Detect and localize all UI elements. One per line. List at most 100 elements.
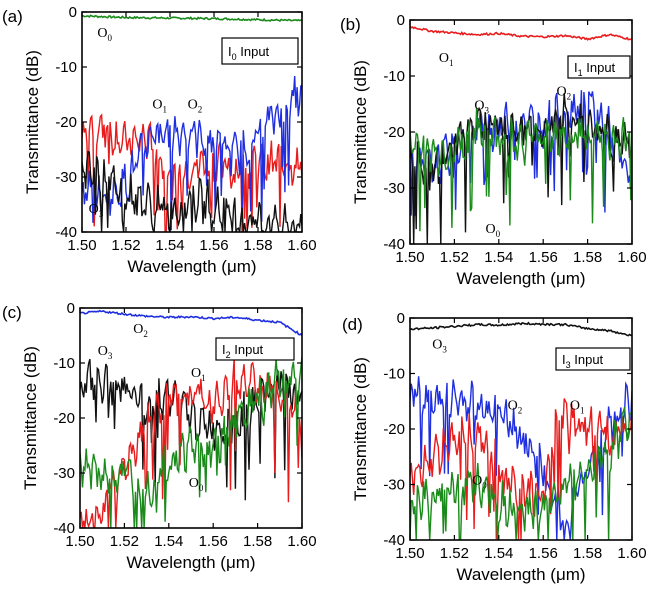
y-tick-label: -20 [383, 124, 405, 141]
input-label: I3 Input [562, 352, 604, 370]
x-tick-label: 1.60 [617, 249, 646, 266]
panel-label: (c) [2, 303, 22, 322]
x-tick-label: 1.58 [243, 237, 272, 254]
x-tick-label: 1.54 [154, 533, 183, 550]
y-tick-label: -40 [55, 224, 77, 241]
series-annotation: O1 [191, 366, 206, 383]
input-label-box [215, 337, 295, 361]
y-tick-label: 0 [67, 300, 75, 317]
series-annotation: O3 [432, 338, 447, 355]
x-axis-label: Wavelength (μm) [127, 257, 256, 276]
input-label-main: I [228, 44, 232, 59]
x-axis-label: Wavelength (μm) [456, 269, 585, 288]
y-tick-label: -30 [53, 465, 75, 482]
input-label-sub: 0 [232, 52, 237, 62]
annotation-sub: 3 [442, 345, 447, 355]
chart-panel-0: 1.50 1.52 1.54 1.56 1.58 1.60 0 -10 -20 -30 -40 Wav… [2, 4, 317, 276]
y-tick-label: -20 [53, 410, 75, 427]
annotation-sub: 0 [482, 481, 487, 491]
series-line-O0 [80, 356, 302, 528]
annotation-main: O [485, 222, 495, 237]
annotation-main: O [557, 85, 567, 100]
annotation-sub: 0 [496, 229, 501, 239]
series-line-O0 [82, 14, 302, 23]
series-annotation: O2 [557, 85, 572, 102]
input-label-sub: 3 [566, 360, 571, 370]
annotation-main: O [89, 202, 99, 217]
annotation-main: O [472, 474, 482, 489]
series-annotation: O2 [133, 322, 148, 339]
x-tick-label: 1.52 [111, 237, 140, 254]
annotation-sub: 1 [163, 104, 168, 114]
series-line-O1 [410, 25, 632, 41]
y-tick-label: -10 [383, 68, 405, 85]
annotation-main: O [152, 97, 162, 112]
annotation-sub: 3 [99, 209, 104, 219]
x-tick-label: 1.58 [243, 533, 272, 550]
y-tick-label: -30 [383, 477, 405, 494]
x-tick-label: 1.60 [617, 545, 646, 562]
y-tick-label: -30 [383, 180, 405, 197]
series-annotation: O1 [152, 97, 167, 114]
x-tick-label: 1.52 [110, 533, 139, 550]
series-line-O1 [82, 113, 302, 232]
series-line-O2 [80, 309, 302, 336]
series-group [82, 14, 302, 232]
x-tick-label: 1.56 [199, 533, 228, 550]
chart-panel-1: 1.50 1.52 1.54 1.56 1.58 1.60 0 -10 -20 -30 -40 Wav… [340, 12, 647, 288]
y-tick-label: -10 [55, 59, 77, 76]
y-tick-label: -20 [383, 421, 405, 438]
annotation-sub: 1 [201, 373, 206, 383]
annotation-main: O [191, 366, 201, 381]
panel-label: (d) [342, 315, 363, 334]
series-annotation: O0 [97, 26, 112, 43]
x-tick-label: 1.50 [67, 237, 96, 254]
chart-panel-2: 1.50 1.52 1.54 1.56 1.58 1.60 0 -10 -20 -30 -40 Wav… [2, 300, 317, 572]
x-axis-label: Wavelength (μm) [126, 553, 255, 572]
x-tick-label: 1.50 [395, 545, 424, 562]
panel-label: (a) [2, 7, 23, 26]
annotation-main: O [133, 322, 143, 337]
y-tick-label: -30 [55, 169, 77, 186]
annotation-main: O [97, 26, 107, 41]
y-tick-label: -20 [55, 114, 77, 131]
input-label-rest: Input [571, 352, 604, 367]
x-tick-label: 1.58 [573, 249, 602, 266]
series-annotation: O3 [98, 344, 113, 361]
panel-label: (b) [340, 15, 361, 34]
annotation-sub: 3 [108, 351, 113, 361]
annotation-sub: 1 [580, 406, 585, 416]
y-axis-label: Transmittance (dB) [21, 346, 40, 490]
annotation-main: O [570, 399, 580, 414]
x-axis-label: Wavelength (μm) [456, 565, 585, 584]
series-line-O3 [410, 321, 632, 337]
annotation-sub: 2 [143, 329, 148, 339]
annotation-main: O [508, 399, 518, 414]
series-annotation: O0 [485, 222, 500, 239]
series-annotation: O0 [472, 474, 487, 491]
input-label-main: I [562, 352, 566, 367]
input-label-box [567, 55, 631, 79]
x-tick-label: 1.58 [573, 545, 602, 562]
series-annotation: O3 [89, 202, 104, 219]
y-tick-label: -10 [53, 355, 75, 372]
series-line-O3 [82, 150, 302, 232]
input-label-main: I [222, 342, 226, 357]
y-tick-label: 0 [69, 4, 77, 21]
series-group [410, 321, 632, 540]
input-label: I2 Input [222, 342, 264, 360]
annotation-sub: 2 [198, 104, 203, 114]
annotation-sub: 0 [199, 483, 204, 493]
series-line-O0 [410, 406, 632, 540]
input-label-sub: 1 [578, 68, 583, 78]
series-line-O3 [410, 93, 632, 244]
input-label-box [555, 347, 631, 371]
y-axis-label: Transmittance (dB) [351, 60, 370, 204]
series-annotation: O1 [439, 51, 454, 68]
x-tick-label: 1.52 [440, 249, 469, 266]
annotation-main: O [188, 97, 198, 112]
series-annotation: O2 [188, 97, 203, 114]
series-annotation: O1 [570, 399, 585, 416]
y-tick-label: 0 [397, 310, 405, 327]
y-tick-label: -40 [53, 520, 75, 537]
